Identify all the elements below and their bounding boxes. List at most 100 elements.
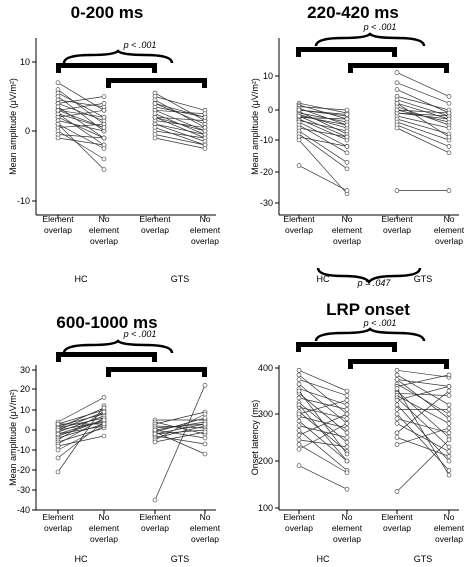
sig-bracket-end (392, 47, 397, 57)
subject-line (298, 127, 348, 138)
sig-bracket-end (106, 78, 111, 88)
data-point (296, 388, 302, 394)
data-point (152, 101, 158, 106)
data-point (344, 430, 350, 436)
data-point (296, 432, 302, 438)
chart-panel-4: LRP onset 400 300 200 100 Onset latency (ms) E… (250, 300, 465, 564)
subject-line (298, 120, 348, 132)
subject-line (154, 134, 206, 146)
chart-title: 220-420 ms (307, 3, 399, 22)
subject-line (57, 405, 105, 473)
data-point (344, 122, 350, 128)
subject-line (396, 102, 450, 138)
y-axis-label: Mean amplitude (μV/m²) (8, 389, 18, 486)
data-point (394, 188, 400, 193)
subject-line (154, 385, 206, 501)
data-point (296, 402, 302, 408)
subject-line (396, 374, 450, 406)
chart-title: 600-1000 ms (56, 313, 157, 332)
subject-line (396, 379, 450, 387)
data-point (446, 402, 452, 408)
group-label: HC (317, 274, 330, 284)
sig-bracket (296, 342, 397, 347)
data-point (394, 80, 400, 86)
x-tick-label: Element overlap (381, 214, 413, 235)
data-point (152, 135, 158, 141)
subject-line (298, 130, 348, 163)
data-point (446, 384, 452, 389)
subject-line (298, 115, 348, 126)
subject-line (154, 92, 206, 121)
data-point (446, 116, 452, 122)
sig-bracket (56, 352, 157, 357)
data-point (394, 125, 400, 131)
group-label: GTS (171, 554, 190, 564)
data-point (446, 421, 452, 426)
data-point (344, 421, 350, 426)
subject-line (396, 82, 450, 104)
sig-label-bottom: p = .047 (357, 278, 392, 288)
subject-line (57, 113, 105, 146)
data-point (202, 114, 208, 120)
data-point (101, 156, 107, 162)
subject-line (57, 421, 105, 459)
sig-brace-bottom (316, 267, 422, 285)
data-point (446, 468, 452, 473)
subject-line (298, 444, 348, 474)
data-point (296, 367, 302, 373)
data-point (101, 421, 107, 427)
data-point (394, 372, 400, 378)
y-tick-label: -30 (17, 485, 30, 495)
data-point (101, 114, 107, 120)
subject-line (298, 115, 348, 138)
sig-bracket (56, 63, 157, 68)
subject-line (57, 435, 105, 447)
subject-line (154, 103, 206, 125)
subject-line (298, 397, 348, 410)
data-point (101, 417, 107, 423)
subject-line (57, 409, 105, 425)
y-tick-label: 10 (20, 57, 30, 67)
subject-line (57, 103, 105, 111)
subject-line (154, 137, 206, 149)
data-point (55, 455, 61, 461)
subject-line (396, 124, 450, 147)
data-point (296, 411, 302, 417)
data-point (55, 469, 61, 475)
y-tick-label: 30 (20, 365, 30, 375)
sig-brace (62, 339, 174, 354)
data-point (202, 146, 208, 151)
data-point (446, 407, 452, 412)
data-point (296, 437, 302, 443)
y-tick-label: 20 (20, 384, 30, 394)
subject-line (298, 109, 348, 115)
x-tick-label: No element overlap (434, 214, 465, 246)
subject-line (57, 134, 105, 139)
data-point (101, 135, 107, 141)
y-tick-label: -10 (260, 135, 273, 145)
data-point (296, 418, 302, 424)
chart-panel-3: 600-1000 ms 30 20 10 0 -10 -20 -30 -40 Mean ampli… (8, 313, 221, 564)
sig-bracket-end (348, 359, 353, 369)
y-tick-label: -20 (260, 167, 273, 177)
x-tick-label: Element overlap (139, 214, 171, 235)
subject-line (154, 411, 206, 425)
sig-bracket-end (106, 367, 111, 377)
data-point (446, 144, 452, 149)
subject-line (298, 404, 348, 462)
subject-line (154, 429, 206, 439)
data-point (202, 382, 208, 388)
data-point (152, 431, 158, 437)
data-point (344, 435, 350, 440)
data-point (394, 397, 400, 403)
data-point (296, 428, 302, 433)
data-point (101, 142, 107, 148)
data-point (344, 425, 350, 431)
subject-line (154, 103, 206, 118)
subject-line (298, 465, 348, 490)
group-label: HC (75, 554, 88, 564)
data-point (152, 114, 158, 120)
sig-brace (314, 327, 426, 342)
subject-line (154, 109, 206, 132)
x-tick-label: Element overlap (42, 512, 74, 533)
